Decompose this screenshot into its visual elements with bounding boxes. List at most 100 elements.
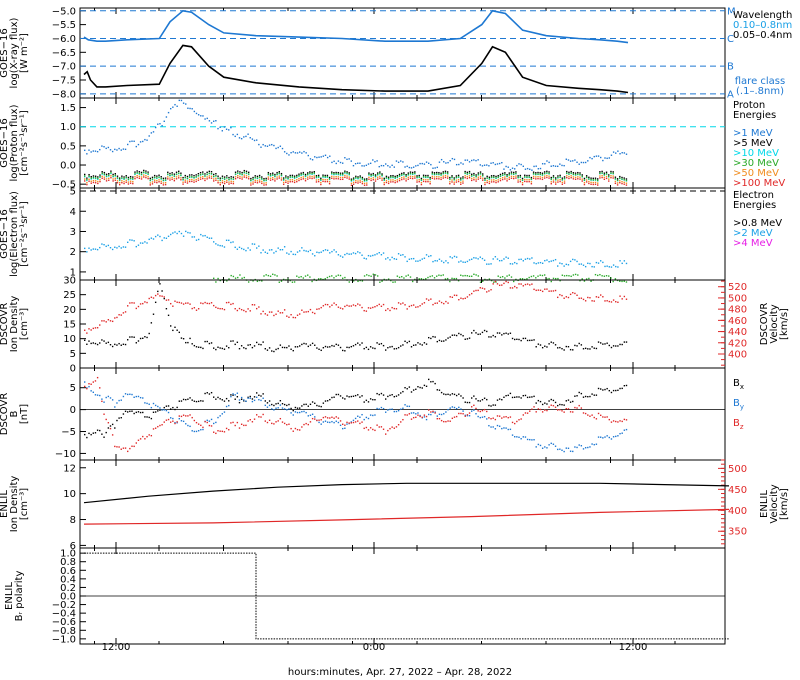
y-right-axis-label-line: [km/s] xyxy=(779,488,790,520)
data-point xyxy=(387,176,390,178)
data-point xyxy=(416,179,418,181)
data-point xyxy=(572,173,575,175)
data-point xyxy=(612,436,615,438)
data-point xyxy=(170,233,172,236)
data-point xyxy=(90,178,92,180)
data-point xyxy=(271,408,273,410)
data-point xyxy=(361,280,364,282)
data-point xyxy=(131,393,133,396)
data-point xyxy=(516,262,518,265)
data-point xyxy=(483,259,486,261)
data-point xyxy=(279,312,282,314)
data-point xyxy=(486,418,488,420)
data-point xyxy=(537,176,539,178)
data-point xyxy=(408,305,411,308)
data-point xyxy=(140,171,143,174)
data-point xyxy=(393,427,395,429)
data-point xyxy=(440,419,443,422)
data-point xyxy=(440,176,442,179)
data-point xyxy=(462,298,464,300)
data-point xyxy=(223,431,226,433)
data-point xyxy=(442,172,444,175)
data-point xyxy=(544,402,546,404)
data-point xyxy=(490,181,493,183)
data-point xyxy=(412,416,415,419)
data-point xyxy=(135,342,137,344)
data-point xyxy=(311,253,314,255)
data-point xyxy=(453,294,456,296)
data-point xyxy=(616,184,619,186)
data-point xyxy=(389,408,391,411)
data-point xyxy=(313,175,315,177)
data-point xyxy=(202,400,204,402)
data-point xyxy=(361,178,364,180)
data-point xyxy=(210,177,213,179)
data-point xyxy=(260,313,262,315)
y-tick-label: 5 xyxy=(70,187,76,198)
data-point xyxy=(621,420,623,423)
data-point xyxy=(479,410,481,413)
data-point xyxy=(249,137,251,139)
data-point xyxy=(389,346,391,348)
data-point xyxy=(385,163,387,165)
data-point xyxy=(365,426,368,429)
data-point xyxy=(612,171,614,173)
data-point xyxy=(249,310,251,312)
data-point xyxy=(217,127,219,130)
data-point xyxy=(400,345,402,347)
data-point xyxy=(535,262,537,265)
data-point xyxy=(217,180,219,182)
data-point xyxy=(223,348,226,350)
data-point xyxy=(481,257,484,260)
data-point xyxy=(577,176,579,178)
data-point xyxy=(582,412,585,414)
data-point xyxy=(228,183,230,185)
data-point xyxy=(322,155,325,157)
data-point xyxy=(129,239,131,241)
data-point xyxy=(135,145,137,148)
data-point xyxy=(256,392,258,394)
data-point xyxy=(526,176,528,178)
data-point xyxy=(477,415,479,418)
data-point xyxy=(230,176,232,178)
data-point xyxy=(271,403,273,406)
data-point xyxy=(120,416,122,419)
data-point xyxy=(352,419,355,422)
data-point xyxy=(320,183,322,186)
data-point xyxy=(149,179,151,181)
data-point xyxy=(268,400,271,402)
data-point xyxy=(418,278,420,280)
data-point xyxy=(208,175,211,177)
data-point xyxy=(361,342,363,344)
data-point xyxy=(97,180,99,183)
data-point xyxy=(146,402,148,405)
data-point xyxy=(411,171,414,174)
data-point xyxy=(160,180,162,183)
data-point xyxy=(552,176,555,179)
data-point xyxy=(374,274,377,276)
data-point xyxy=(608,175,610,178)
data-point xyxy=(374,429,376,432)
data-point xyxy=(367,348,370,351)
data-point xyxy=(443,261,445,264)
data-point xyxy=(150,132,153,134)
data-point xyxy=(436,415,438,417)
data-point xyxy=(436,389,438,391)
data-point xyxy=(230,177,232,180)
data-point xyxy=(552,181,555,183)
data-point xyxy=(137,305,140,308)
data-point xyxy=(528,276,530,279)
data-point xyxy=(516,338,518,340)
data-point xyxy=(566,274,568,277)
data-point xyxy=(180,415,183,418)
data-point xyxy=(169,179,171,181)
data-point xyxy=(286,252,288,254)
data-point xyxy=(112,175,114,177)
data-point xyxy=(604,157,606,159)
data-point xyxy=(191,343,193,345)
data-point xyxy=(253,345,256,347)
data-point xyxy=(204,420,206,423)
data-point xyxy=(258,143,260,146)
